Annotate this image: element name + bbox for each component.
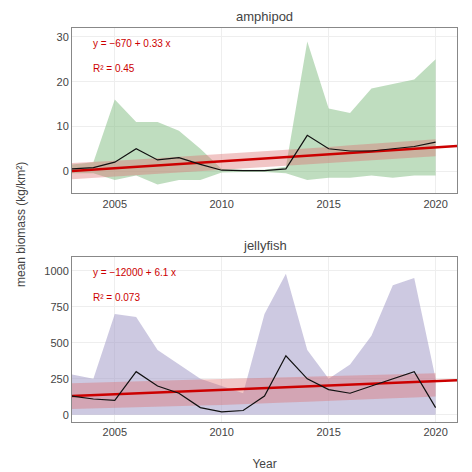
svg-text:30: 30 bbox=[57, 31, 69, 43]
svg-text:750: 750 bbox=[50, 301, 68, 313]
svg-text:2010: 2010 bbox=[209, 426, 233, 438]
svg-text:0: 0 bbox=[63, 409, 69, 421]
svg-text:y = −12000 + 6.1 x: y = −12000 + 6.1 x bbox=[93, 267, 176, 278]
svg-text:1000: 1000 bbox=[44, 265, 68, 277]
svg-text:250: 250 bbox=[50, 373, 68, 385]
svg-text:2005: 2005 bbox=[103, 426, 127, 438]
svg-text:amphipod: amphipod bbox=[236, 9, 293, 24]
svg-text:R² = 0.45: R² = 0.45 bbox=[93, 63, 135, 74]
svg-text:2020: 2020 bbox=[423, 426, 447, 438]
svg-text:Year: Year bbox=[252, 457, 276, 471]
svg-text:mean biomass (kg/km²): mean biomass (kg/km²) bbox=[14, 162, 28, 287]
svg-text:500: 500 bbox=[50, 337, 68, 349]
svg-text:20: 20 bbox=[57, 76, 69, 88]
svg-text:y = −670 + 0.33 x: y = −670 + 0.33 x bbox=[93, 38, 171, 49]
svg-text:10: 10 bbox=[57, 120, 69, 132]
svg-text:R² = 0.073: R² = 0.073 bbox=[93, 292, 140, 303]
svg-text:2010: 2010 bbox=[209, 198, 233, 210]
svg-text:2005: 2005 bbox=[103, 198, 127, 210]
svg-text:0: 0 bbox=[63, 165, 69, 177]
svg-text:jellyfish: jellyfish bbox=[243, 238, 287, 253]
svg-text:2015: 2015 bbox=[316, 198, 340, 210]
svg-text:2020: 2020 bbox=[423, 198, 447, 210]
svg-text:2015: 2015 bbox=[316, 426, 340, 438]
